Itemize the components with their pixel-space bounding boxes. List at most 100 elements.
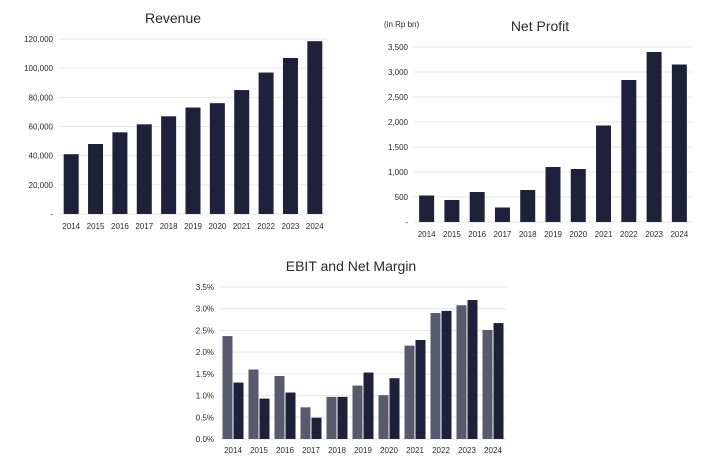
revenue-chart: Revenue - 20,000 40,000 60,000 80,000 100,000…	[0, 0, 340, 240]
bar	[258, 72, 274, 215]
bar-series-1	[482, 329, 493, 439]
bar-series-1	[456, 305, 467, 439]
chart-title: Revenue	[145, 10, 201, 26]
bar	[570, 169, 586, 222]
bar-series-1	[274, 376, 285, 439]
x-tick-label: 2015	[250, 446, 268, 455]
y-tick-label: 3.5%	[196, 283, 214, 292]
x-tick-label: 2017	[494, 230, 512, 239]
bar-series-2	[285, 392, 296, 439]
bar	[646, 52, 662, 222]
bar	[282, 57, 298, 215]
bar-series-2	[389, 378, 400, 439]
bar-series-1	[326, 396, 337, 439]
x-tick-label: 2015	[443, 230, 461, 239]
x-tick-label: 2024	[484, 446, 502, 455]
bar-series-2	[233, 382, 244, 439]
x-tick-label: 2024	[306, 222, 324, 231]
bar-series-1	[248, 369, 259, 439]
x-tick-label: 2016	[276, 446, 294, 455]
x-tick-label: 2021	[406, 446, 424, 455]
bar-series-2	[363, 372, 374, 439]
bar	[469, 192, 485, 222]
bar	[545, 167, 561, 222]
net-profit-chart: (in Rp bn) Net Profit - 500 1,000 1,500 2,00…	[372, 0, 722, 250]
x-tick-label: 2019	[544, 230, 562, 239]
y-tick-label: 2.5%	[196, 326, 214, 335]
bar	[161, 116, 177, 214]
y-tick-label: 2.0%	[196, 348, 214, 357]
x-tick-label: 2019	[184, 222, 202, 231]
bar-series-2	[493, 323, 504, 439]
y-tick-label: 1.5%	[196, 370, 214, 379]
margin-chart: EBIT and Net Margin 0.0% 0.5% 1.0% 1.5% 2.0%…	[180, 250, 520, 457]
bar	[621, 80, 637, 222]
y-tick-label: -	[50, 210, 53, 219]
y-tick-label: 40,000	[29, 152, 54, 161]
bar	[88, 144, 104, 214]
x-tick-label: 2014	[62, 222, 80, 231]
x-tick-label: 2021	[233, 222, 251, 231]
bar-series-1	[430, 313, 441, 439]
bar-series-1	[378, 395, 389, 439]
x-tick-label: 2018	[328, 446, 346, 455]
revenue-chart-svg: Revenue - 20,000 40,000 60,000 80,000 100,000…	[24, 10, 327, 231]
x-tick-label: 2017	[302, 446, 320, 455]
bar-series-2	[415, 339, 426, 439]
bar	[671, 64, 687, 222]
x-tick-label: 2022	[257, 222, 275, 231]
x-tick-label: 2020	[380, 446, 398, 455]
bar	[444, 200, 460, 222]
bar	[136, 124, 152, 214]
bar	[234, 90, 250, 214]
bar-series-2	[441, 310, 452, 439]
x-tick-label: 2014	[224, 446, 242, 455]
y-tick-label: 3,000	[388, 68, 409, 77]
bar	[494, 207, 510, 222]
chart-title: Net Profit	[511, 18, 569, 34]
unit-note: (in Rp bn)	[384, 20, 419, 29]
x-tick-label: 2023	[458, 446, 476, 455]
bar-series-2	[311, 417, 322, 439]
y-tick-label: 120,000	[24, 35, 53, 44]
y-tick-label: 1,000	[388, 168, 409, 177]
bar-series-2	[337, 396, 348, 439]
y-tick-label: 500	[395, 193, 409, 202]
x-tick-label: 2015	[87, 222, 105, 231]
x-tick-label: 2020	[569, 230, 587, 239]
y-tick-label: 2,000	[388, 118, 409, 127]
y-tick-label: 20,000	[29, 181, 54, 190]
net-profit-chart-svg: (in Rp bn) Net Profit - 500 1,000 1,500 2,00…	[384, 18, 692, 239]
bar	[307, 41, 323, 214]
y-tick-label: 60,000	[29, 123, 54, 132]
x-tick-label: 2016	[111, 222, 129, 231]
bar-series-1	[222, 336, 233, 439]
x-tick-label: 2023	[282, 222, 300, 231]
margin-chart-svg: EBIT and Net Margin 0.0% 0.5% 1.0% 1.5% 2.0%…	[196, 258, 506, 455]
x-tick-label: 2017	[135, 222, 153, 231]
bar-series-2	[259, 398, 270, 439]
bar	[63, 154, 79, 214]
y-tick-label: 0.0%	[196, 435, 214, 444]
bar-series-2	[467, 300, 478, 439]
bar-series-1	[404, 345, 415, 439]
y-tick-label: 3.0%	[196, 305, 214, 314]
y-tick-label: 1.0%	[196, 392, 214, 401]
x-tick-label: 2023	[645, 230, 663, 239]
y-tick-label: 2,500	[388, 93, 409, 102]
y-tick-label: 1,500	[388, 143, 409, 152]
y-tick-label: -	[405, 218, 408, 227]
bar	[185, 107, 201, 214]
bar	[112, 132, 128, 214]
x-tick-label: 2019	[354, 446, 372, 455]
bar	[419, 195, 435, 222]
y-tick-label: 80,000	[29, 93, 54, 102]
bar-series-1	[300, 407, 311, 439]
x-tick-label: 2016	[468, 230, 486, 239]
bar	[520, 190, 536, 222]
y-tick-label: 100,000	[24, 64, 53, 73]
x-tick-label: 2022	[620, 230, 638, 239]
y-tick-label: 3,500	[388, 43, 409, 52]
x-tick-label: 2018	[160, 222, 178, 231]
x-tick-label: 2021	[595, 230, 613, 239]
